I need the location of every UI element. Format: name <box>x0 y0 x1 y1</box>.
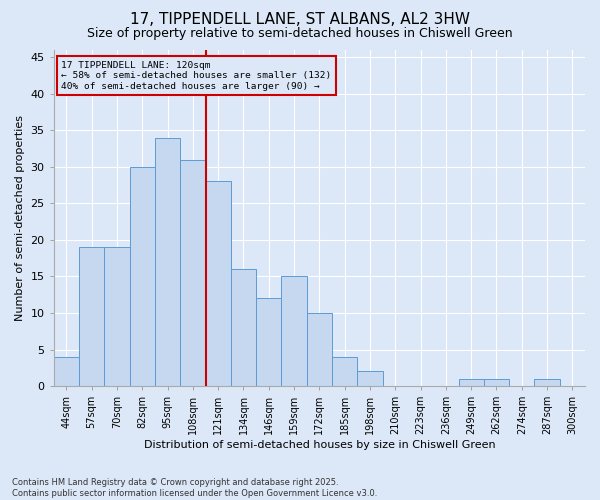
Bar <box>307 313 332 386</box>
Bar <box>535 378 560 386</box>
Text: Size of property relative to semi-detached houses in Chiswell Green: Size of property relative to semi-detach… <box>87 28 513 40</box>
Bar <box>79 247 104 386</box>
Bar <box>54 357 79 386</box>
Text: Contains HM Land Registry data © Crown copyright and database right 2025.
Contai: Contains HM Land Registry data © Crown c… <box>12 478 377 498</box>
Bar <box>484 378 509 386</box>
Bar <box>130 167 155 386</box>
X-axis label: Distribution of semi-detached houses by size in Chiswell Green: Distribution of semi-detached houses by … <box>143 440 495 450</box>
Bar <box>206 182 231 386</box>
Bar <box>231 269 256 386</box>
Bar <box>281 276 307 386</box>
Bar <box>458 378 484 386</box>
Bar <box>104 247 130 386</box>
Bar <box>332 357 358 386</box>
Y-axis label: Number of semi-detached properties: Number of semi-detached properties <box>15 115 25 321</box>
Text: 17 TIPPENDELL LANE: 120sqm
← 58% of semi-detached houses are smaller (132)
40% o: 17 TIPPENDELL LANE: 120sqm ← 58% of semi… <box>61 61 332 91</box>
Bar <box>155 138 180 386</box>
Text: 17, TIPPENDELL LANE, ST ALBANS, AL2 3HW: 17, TIPPENDELL LANE, ST ALBANS, AL2 3HW <box>130 12 470 28</box>
Bar <box>180 160 206 386</box>
Bar <box>256 298 281 386</box>
Bar <box>358 372 383 386</box>
